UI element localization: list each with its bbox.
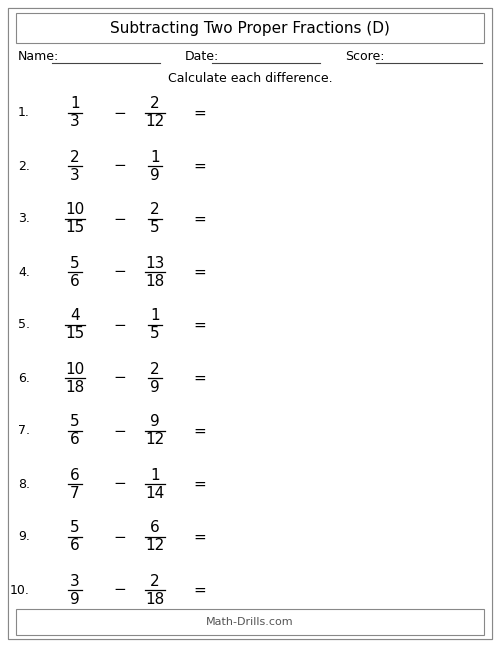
Text: 5.: 5.: [18, 318, 30, 331]
Text: =: =: [194, 371, 206, 386]
Text: 3.: 3.: [18, 212, 30, 226]
Text: 7: 7: [70, 485, 80, 501]
Text: 5: 5: [70, 520, 80, 536]
Text: Calculate each difference.: Calculate each difference.: [168, 72, 332, 85]
Text: 3: 3: [70, 573, 80, 589]
Text: 12: 12: [146, 115, 165, 129]
Text: =: =: [194, 424, 206, 439]
Text: 2: 2: [70, 149, 80, 164]
Text: Math-Drills.com: Math-Drills.com: [206, 617, 294, 627]
Text: 1.: 1.: [18, 107, 30, 120]
Text: 9: 9: [70, 591, 80, 606]
Text: −: −: [114, 159, 126, 173]
Text: Subtracting Two Proper Fractions (D): Subtracting Two Proper Fractions (D): [110, 21, 390, 36]
Text: 12: 12: [146, 538, 165, 553]
Text: =: =: [194, 159, 206, 173]
Text: 10: 10: [66, 203, 84, 217]
Text: −: −: [114, 529, 126, 545]
Text: Score:: Score:: [345, 50, 385, 63]
Text: =: =: [194, 265, 206, 280]
Text: 3: 3: [70, 115, 80, 129]
Text: −: −: [114, 265, 126, 280]
Text: 4: 4: [70, 309, 80, 324]
Text: 18: 18: [146, 274, 165, 289]
Text: =: =: [194, 529, 206, 545]
Text: 2.: 2.: [18, 160, 30, 173]
Text: 2: 2: [150, 573, 160, 589]
Text: 3: 3: [70, 168, 80, 182]
Text: 9: 9: [150, 380, 160, 395]
Text: 2: 2: [150, 362, 160, 377]
Text: Date:: Date:: [185, 50, 219, 63]
FancyBboxPatch shape: [16, 13, 484, 43]
Text: −: −: [114, 476, 126, 492]
Text: 9: 9: [150, 168, 160, 182]
Text: =: =: [194, 105, 206, 120]
Text: =: =: [194, 476, 206, 492]
Text: 5: 5: [70, 415, 80, 430]
Text: 6: 6: [70, 538, 80, 553]
Text: 6: 6: [70, 274, 80, 289]
Text: 6: 6: [70, 468, 80, 483]
Text: 5: 5: [150, 327, 160, 342]
Text: 6.: 6.: [18, 371, 30, 384]
Text: 14: 14: [146, 485, 165, 501]
Text: 6: 6: [70, 432, 80, 448]
Text: 1: 1: [150, 468, 160, 483]
Text: 9.: 9.: [18, 531, 30, 543]
FancyBboxPatch shape: [16, 609, 484, 635]
Text: 12: 12: [146, 432, 165, 448]
FancyBboxPatch shape: [8, 8, 492, 639]
Text: 5: 5: [150, 221, 160, 236]
Text: 1: 1: [150, 149, 160, 164]
Text: 15: 15: [66, 327, 84, 342]
Text: =: =: [194, 318, 206, 333]
Text: 15: 15: [66, 221, 84, 236]
Text: 5: 5: [70, 256, 80, 270]
Text: −: −: [114, 318, 126, 333]
Text: Name:: Name:: [18, 50, 59, 63]
Text: 18: 18: [66, 380, 84, 395]
Text: 10.: 10.: [10, 584, 30, 597]
Text: −: −: [114, 212, 126, 226]
Text: =: =: [194, 582, 206, 597]
Text: 8.: 8.: [18, 477, 30, 490]
Text: 13: 13: [146, 256, 165, 270]
Text: −: −: [114, 371, 126, 386]
Text: 2: 2: [150, 203, 160, 217]
Text: 1: 1: [70, 96, 80, 111]
Text: 6: 6: [150, 520, 160, 536]
Text: 4.: 4.: [18, 265, 30, 278]
Text: −: −: [114, 105, 126, 120]
Text: 10: 10: [66, 362, 84, 377]
Text: −: −: [114, 424, 126, 439]
Text: 9: 9: [150, 415, 160, 430]
Text: 7.: 7.: [18, 424, 30, 437]
Text: 1: 1: [150, 309, 160, 324]
Text: =: =: [194, 212, 206, 226]
Text: −: −: [114, 582, 126, 597]
Text: 2: 2: [150, 96, 160, 111]
Text: 18: 18: [146, 591, 165, 606]
